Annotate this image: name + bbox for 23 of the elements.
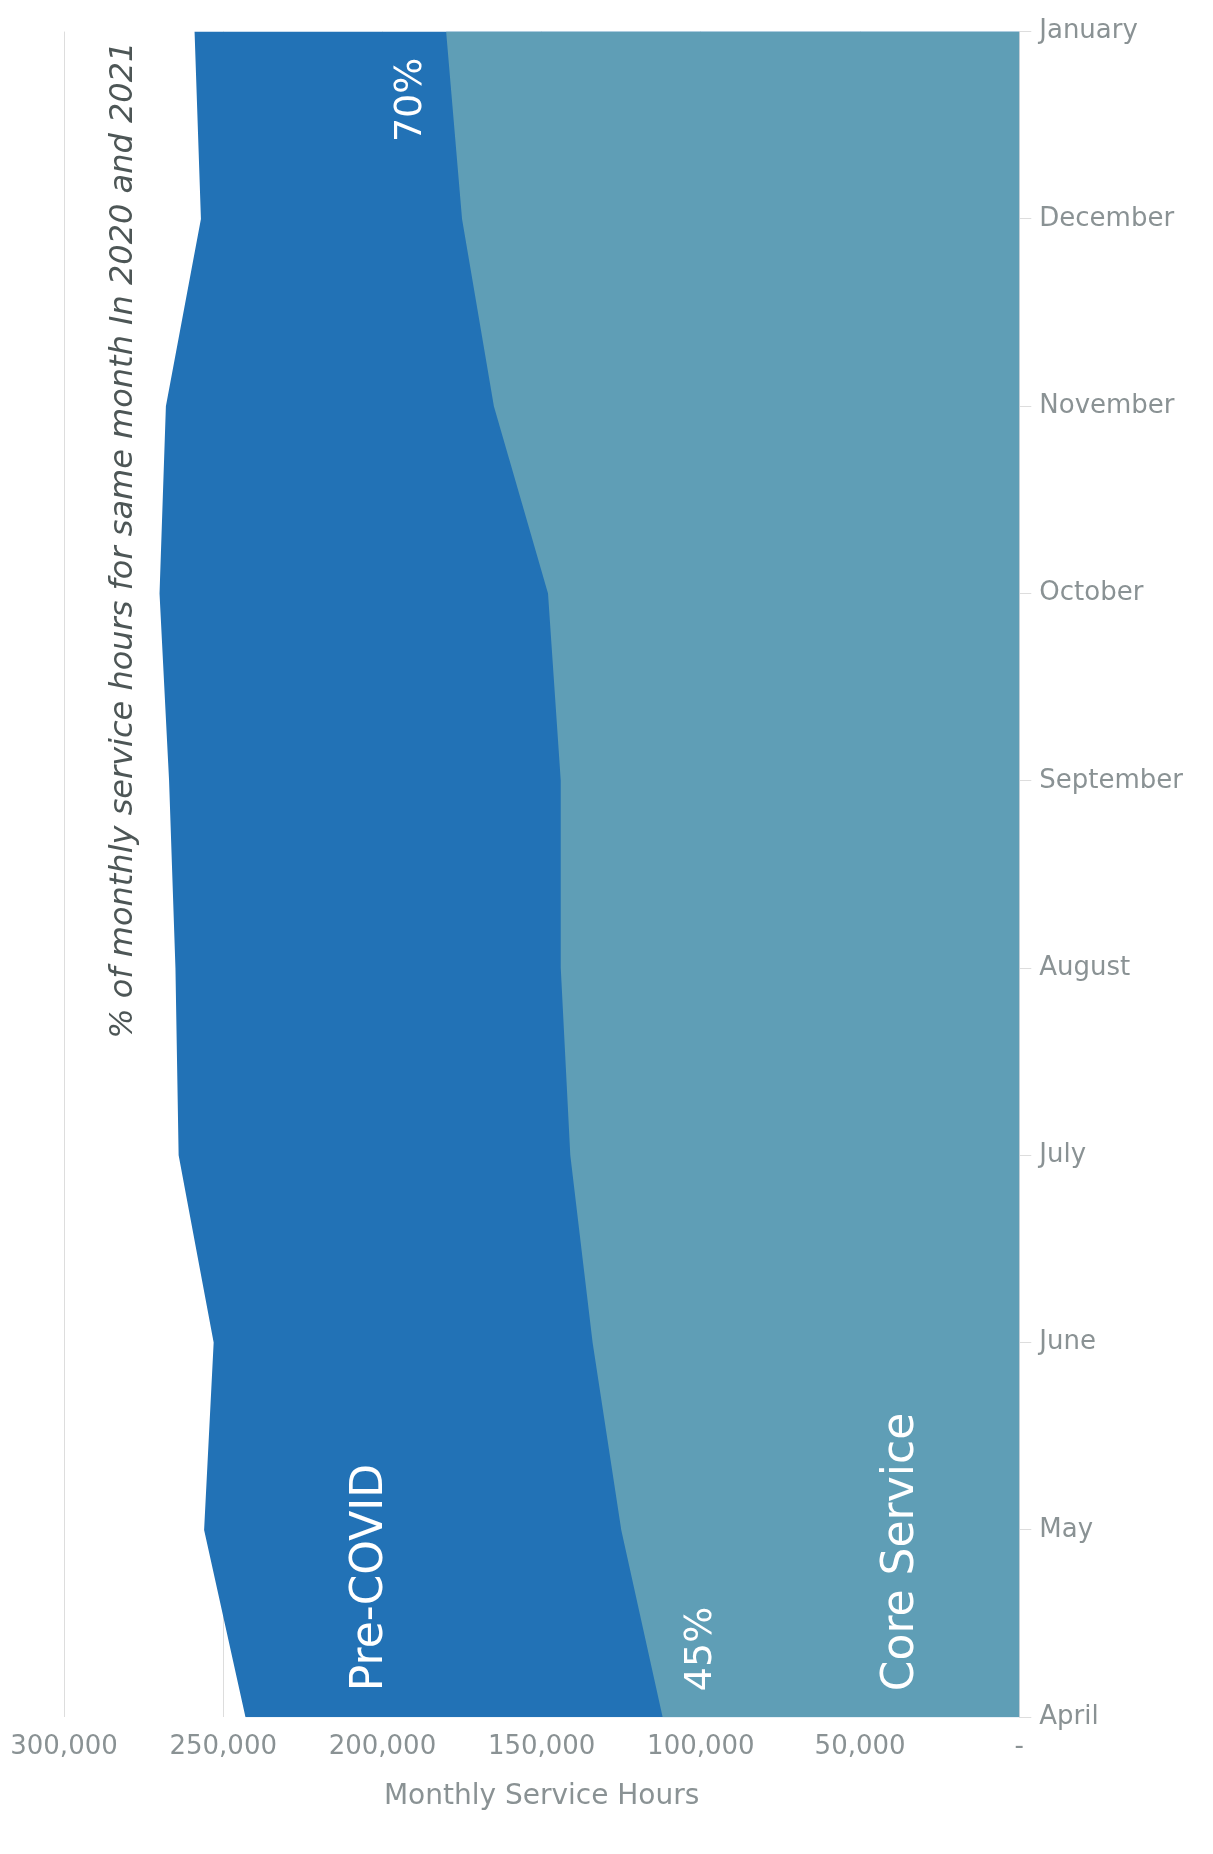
y-tick-label: November [1039, 388, 1175, 419]
series-label: Core Service [872, 1412, 924, 1692]
x-axis-title: Monthly Service Hours [383, 1778, 700, 1812]
x-tick-label: 200,000 [328, 1729, 437, 1760]
x-tick-label: 150,000 [487, 1729, 596, 1760]
y-tick-label: August [1039, 950, 1131, 981]
series-label: Pre-COVID [341, 1463, 393, 1692]
y-tick-label: April [1039, 1699, 1099, 1730]
y-tick-label: July [1037, 1138, 1087, 1169]
annotation: 70% [385, 57, 430, 143]
y-tick-label: September [1039, 763, 1184, 794]
x-tick-label: 250,000 [169, 1729, 277, 1760]
x-tick-label: - [1014, 1729, 1024, 1760]
y-tick-label: December [1039, 201, 1175, 232]
annotation: 45% [675, 1606, 720, 1692]
x-tick-label: 100,000 [647, 1729, 755, 1760]
y-tick-label: October [1039, 576, 1144, 607]
y-tick-label: May [1039, 1512, 1094, 1543]
annotation: % of monthly service hours for same month In 2020 and 2021 [102, 41, 141, 1039]
x-tick-label: 50,000 [814, 1729, 906, 1760]
y-tick-label: June [1037, 1325, 1096, 1356]
x-tick-label: 300,000 [10, 1729, 118, 1760]
y-tick-label: January [1037, 14, 1138, 45]
